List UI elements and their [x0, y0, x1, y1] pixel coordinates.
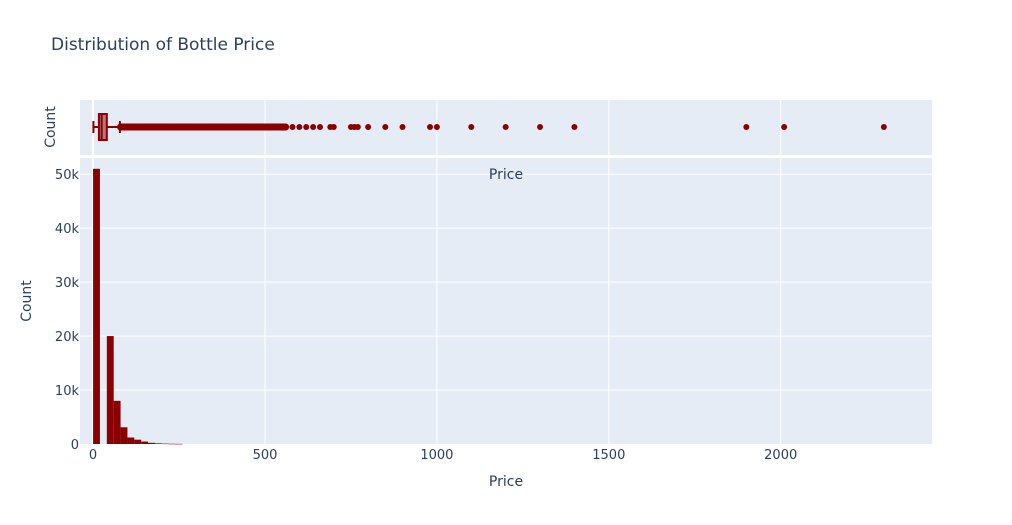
- box-outlier-point: [220, 124, 227, 130]
- x-tick-label: 1000: [420, 448, 453, 463]
- histogram-bars: [93, 168, 183, 445]
- y-axis-ticks: 0 10k 20k 30k 40k 50k: [55, 168, 80, 453]
- box-outlier-point: [131, 124, 138, 130]
- y-tick-label: 30k: [55, 276, 80, 291]
- y-tick-label: 40k: [55, 222, 80, 237]
- box-outlier-point: [176, 124, 183, 130]
- chart-title: Distribution of Bottle Price: [51, 35, 275, 55]
- box-outlier-point: [117, 124, 124, 130]
- x-tick-label: 2000: [764, 448, 797, 463]
- box-outlier-point: [268, 124, 275, 130]
- box-outlier-point: [330, 124, 337, 130]
- box-outlier-point: [303, 124, 310, 130]
- x-tick-label: 0: [89, 448, 97, 463]
- box-outlier-point: [165, 124, 172, 130]
- box-outlier-point: [468, 124, 475, 130]
- x-axis-ticks: 0 500 1000 1500 2000: [89, 448, 797, 463]
- box-outlier-point: [310, 124, 317, 130]
- box-outlier-point: [880, 124, 887, 130]
- box-outlier-point: [158, 124, 165, 130]
- box-outlier-point: [213, 124, 220, 130]
- x-tick-label: 500: [253, 448, 278, 463]
- box-outlier-point: [296, 124, 303, 130]
- histogram-gridlines: [80, 158, 932, 444]
- box-outlier-point: [261, 124, 268, 130]
- marginal-y-axis-label: Count: [43, 106, 59, 148]
- box-outlier-point: [781, 124, 788, 130]
- histogram-bar: [120, 427, 128, 444]
- box-outlier-point: [241, 124, 248, 130]
- box-outlier-point: [186, 124, 193, 130]
- box-outlier-point: [279, 124, 286, 130]
- histogram-bar: [161, 443, 169, 445]
- box-outlier-point: [571, 124, 578, 130]
- marginal-boxplot: [92, 113, 887, 141]
- box-outlier-point: [200, 124, 207, 130]
- box-outlier-point: [743, 124, 750, 130]
- box-outlier-point: [124, 124, 131, 130]
- y-tick-label: 10k: [55, 384, 80, 399]
- box-outlier-point: [248, 124, 255, 130]
- histogram-bar: [148, 442, 155, 444]
- box-iqr: [97, 113, 108, 141]
- box-outlier-point: [141, 124, 148, 130]
- box-outlier-point: [289, 124, 296, 130]
- box-outlier-point: [502, 124, 509, 130]
- histogram-bar: [93, 168, 100, 444]
- y-axis-label: Count: [19, 280, 35, 322]
- histogram-bar: [127, 437, 135, 444]
- histogram-bar: [168, 443, 176, 445]
- x-tick-label: 1500: [592, 448, 625, 463]
- box-outlier-point: [537, 124, 544, 130]
- box-outlier-point: [316, 124, 323, 130]
- histogram-panel: [80, 158, 932, 444]
- y-tick-label: 50k: [55, 168, 80, 183]
- box-outlier-point: [427, 124, 434, 130]
- histogram-bar: [113, 400, 121, 444]
- box-outlier-point: [206, 124, 213, 130]
- x-axis-label: Price: [489, 474, 523, 490]
- histogram-bar: [134, 439, 142, 444]
- box-outlier-point: [151, 124, 158, 130]
- box-outlier-point: [255, 124, 262, 130]
- histogram-bar: [141, 441, 149, 444]
- box-outlier-point: [354, 124, 361, 130]
- marginal-title: Price: [489, 167, 523, 183]
- box-outlier-point: [382, 124, 389, 130]
- histogram-bar: [106, 336, 114, 444]
- histogram-bar: [154, 443, 162, 444]
- y-tick-label: 0: [71, 438, 79, 453]
- box-outlier-point: [234, 124, 241, 130]
- box-outlier-point: [399, 124, 406, 130]
- box-outlier-point: [227, 124, 234, 130]
- box-outlier-point: [193, 124, 200, 130]
- box-outlier-point: [365, 124, 372, 130]
- y-tick-label: 20k: [55, 330, 80, 345]
- histogram-bar: [175, 443, 183, 445]
- box-outlier-point: [433, 124, 440, 130]
